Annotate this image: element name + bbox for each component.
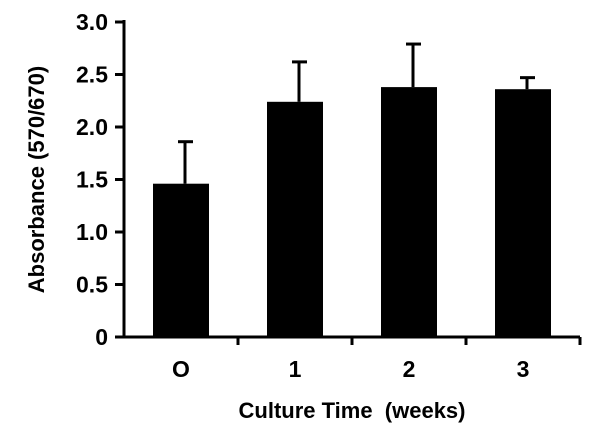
- y-tick-label: 1.5: [76, 167, 108, 193]
- error-bars: [178, 42, 535, 184]
- bar-3: [495, 89, 551, 337]
- y-axis-title: Absorbance (570/670): [24, 66, 49, 293]
- x-tick-label: 3: [517, 356, 530, 382]
- bar-1: [267, 101, 323, 337]
- y-tick-label: 3.0: [76, 9, 108, 35]
- x-axis-ticks: O 1 2 3: [172, 337, 582, 382]
- bar-series: [153, 87, 551, 337]
- y-axis-ticks: 0 0.5 1.0 1.5 2.0 2.5 3.0: [76, 9, 124, 350]
- y-tick-label: 0.5: [76, 272, 108, 298]
- x-tick-label: 2: [403, 356, 416, 382]
- bar-O: [153, 183, 209, 337]
- error-bar-1: [292, 60, 307, 102]
- y-tick-label: 0: [95, 324, 108, 350]
- x-tick-label: 1: [289, 356, 302, 382]
- error-bar-3: [520, 76, 535, 90]
- y-tick-label: 2.0: [76, 114, 108, 140]
- error-bar-O: [178, 140, 193, 184]
- bar-2: [381, 87, 437, 337]
- y-tick-label: 2.5: [76, 62, 108, 88]
- x-tick-label: O: [172, 356, 190, 382]
- y-tick-label: 1.0: [76, 219, 108, 245]
- error-bar-2: [406, 42, 421, 88]
- x-axis-title: Culture Time (weeks): [239, 398, 466, 423]
